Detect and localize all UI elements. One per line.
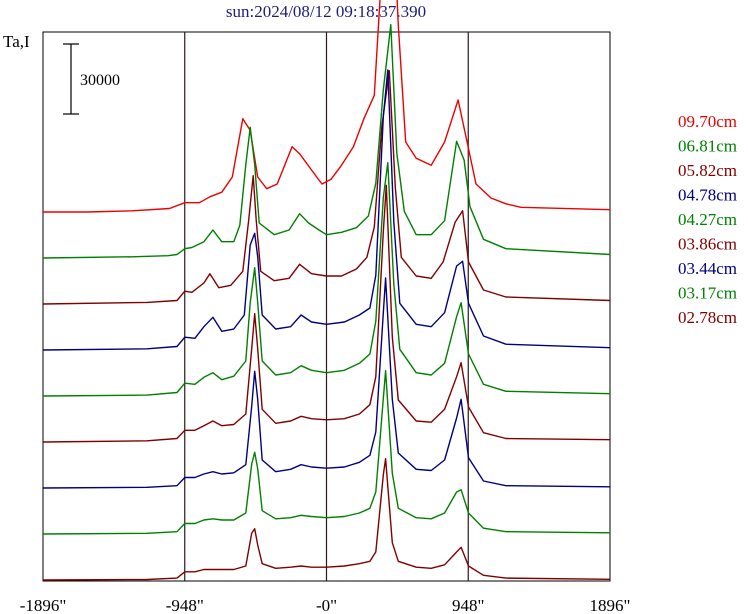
series-lines xyxy=(42,0,611,581)
series-line xyxy=(42,458,611,581)
series-line xyxy=(42,370,611,535)
series-line xyxy=(42,69,611,351)
legend-entry: 04.78cm xyxy=(678,186,737,205)
x-tick-label: 948" xyxy=(452,596,484,614)
legend-entry: 09.70cm xyxy=(678,112,737,131)
x-axis-ticks: -1896" -948" -0" 948" 1896" xyxy=(20,596,631,614)
x-tick-label: 1896" xyxy=(590,596,631,614)
legend-entry: 06.81cm xyxy=(678,137,737,156)
x-tick-label: -0" xyxy=(316,596,337,614)
series-line xyxy=(42,70,611,305)
series-line xyxy=(42,162,611,397)
legend-entry: 04.27cm xyxy=(678,210,737,229)
x-tick-label: -948" xyxy=(166,596,204,614)
chart-title: sun:2024/08/12 09:18:37.390 xyxy=(226,2,426,21)
legend-entry: 03.17cm xyxy=(678,284,737,303)
series-line xyxy=(42,24,611,259)
scale-bar-label: 30000 xyxy=(80,72,120,89)
legend-entry: 02.78cm xyxy=(678,308,737,327)
legend-entry: 03.86cm xyxy=(678,235,737,254)
legend-entry: 03.44cm xyxy=(678,259,737,278)
series-line xyxy=(42,184,611,443)
y-axis-label: Ta,I xyxy=(3,32,30,51)
grid-lines xyxy=(184,32,469,581)
scale-bar: 30000 xyxy=(63,43,120,115)
series-line xyxy=(42,277,611,489)
legend: 09.70cm 06.81cm 05.82cm 04.78cm 04.27cm 03.86… xyxy=(678,112,737,327)
x-tick-label: -1896" xyxy=(20,596,67,614)
legend-entry: 05.82cm xyxy=(678,161,737,180)
series-line xyxy=(43,0,611,213)
